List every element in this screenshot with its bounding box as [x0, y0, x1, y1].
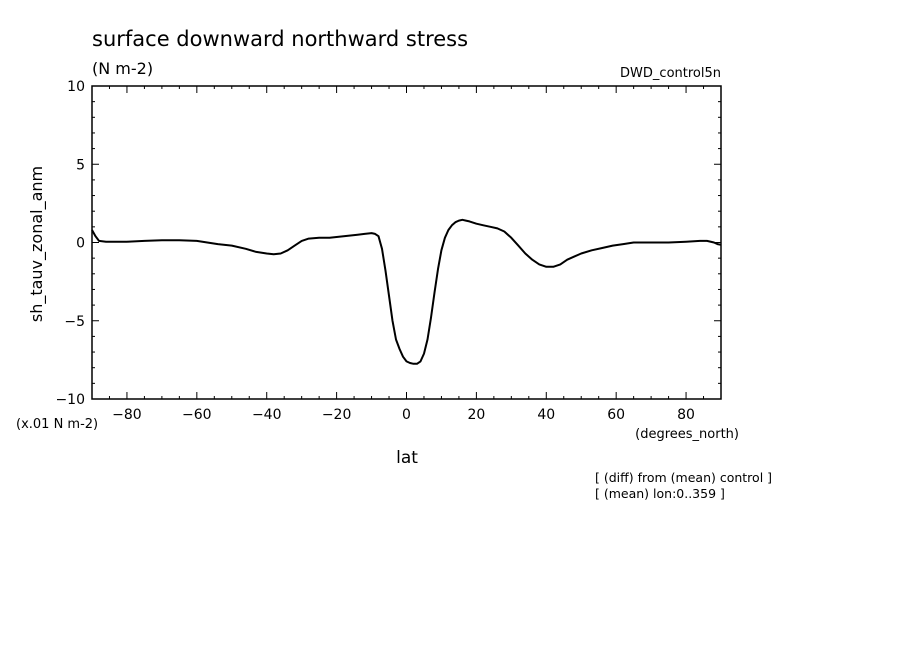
y-tick-label: −5: [64, 314, 85, 330]
x-tick-label: −40: [252, 407, 282, 423]
run-label: DWD_control5n: [620, 66, 721, 81]
plot-frame: [91, 85, 722, 400]
y-axis-tick-labels: −10 −5 0 5 10: [55, 79, 85, 408]
y-tick-label: 5: [76, 157, 85, 173]
x-tick-label: −20: [322, 407, 352, 423]
chart-subtitle: (N m-2): [92, 59, 153, 78]
x-tick-label: 20: [467, 407, 485, 423]
x-tick-label: 40: [537, 407, 555, 423]
note-diff: [ (diff) from (mean) control ]: [595, 470, 772, 485]
x-axis-ticks: [91, 86, 722, 399]
x-tick-label: 0: [402, 407, 411, 423]
y-unit-note: (x.01 N m-2): [16, 417, 98, 432]
x-axis-label: lat: [396, 448, 418, 468]
series-line: [91, 218, 722, 365]
y-tick-label: −10: [55, 392, 85, 408]
y-tick-label: 10: [67, 79, 85, 95]
x-tick-label: 80: [677, 407, 695, 423]
x-tick-label: −60: [182, 407, 212, 423]
note-mean: [ (mean) lon:0..359 ]: [595, 486, 725, 501]
y-axis-ticks: [92, 85, 721, 400]
y-axis-label: sh_tauv_zonal_anm: [27, 166, 47, 322]
chart-title: surface downward northward stress: [92, 27, 468, 51]
x-tick-label: −80: [112, 407, 142, 423]
y-tick-label: 0: [76, 236, 85, 252]
x-tick-label: 60: [607, 407, 625, 423]
x-axis-tick-labels: −80 −60 −40 −20 0 20 40 60 80: [112, 407, 695, 423]
x-unit-label: (degrees_north): [635, 427, 739, 442]
